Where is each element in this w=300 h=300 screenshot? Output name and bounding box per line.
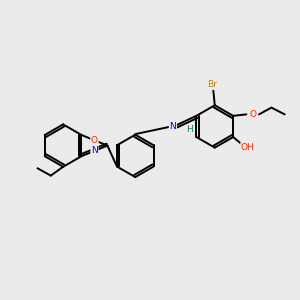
Text: H: H: [186, 125, 192, 134]
Text: N: N: [169, 122, 176, 130]
Text: Br: Br: [207, 80, 217, 89]
Text: N: N: [91, 146, 98, 155]
Text: O: O: [249, 110, 256, 119]
Text: O: O: [91, 136, 98, 145]
Text: OH: OH: [241, 143, 255, 152]
